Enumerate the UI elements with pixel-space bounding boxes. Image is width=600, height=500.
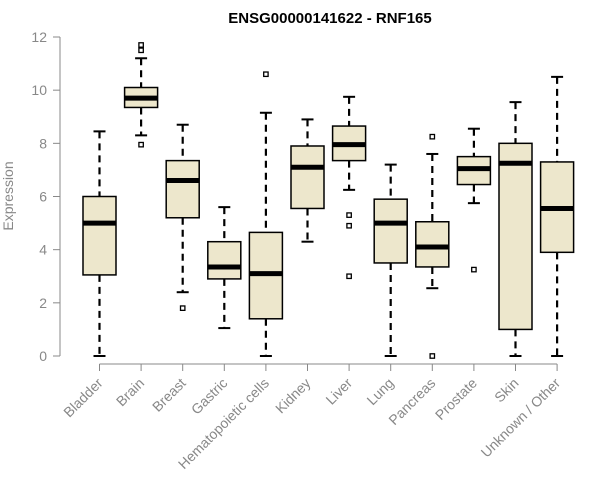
iqr-box bbox=[290, 145, 325, 210]
iqr-box bbox=[415, 221, 450, 268]
box-pancreas bbox=[415, 133, 450, 359]
y-tick-label: 0 bbox=[39, 348, 47, 364]
chart-title: ENSG00000141622 - RNF165 bbox=[228, 10, 431, 27]
x-tick-label: Kidney bbox=[272, 375, 314, 417]
x-tick-label: Liver bbox=[322, 375, 355, 408]
box-prostate bbox=[456, 127, 492, 273]
outlier-point bbox=[179, 305, 186, 312]
box-gastric bbox=[207, 206, 242, 330]
y-axis: 0 2 4 6 8 10 12 bbox=[31, 29, 61, 364]
boxes-group bbox=[82, 42, 575, 359]
x-tick-label: Skin bbox=[491, 375, 522, 406]
iqr-box bbox=[165, 159, 200, 219]
y-tick-label: 6 bbox=[39, 189, 47, 205]
box-unknown-other bbox=[539, 75, 575, 357]
x-tick-label: Bladder bbox=[60, 375, 106, 421]
box-brain bbox=[123, 42, 159, 148]
x-tick-label: Breast bbox=[149, 375, 189, 415]
box-kidney bbox=[290, 118, 325, 243]
y-tick-label: 8 bbox=[39, 135, 47, 151]
y-tick-label: 12 bbox=[31, 29, 47, 45]
outlier-point bbox=[429, 133, 436, 140]
y-tick-label: 2 bbox=[39, 295, 47, 311]
outlier-point bbox=[138, 141, 144, 148]
outlier-point bbox=[429, 353, 436, 359]
x-tick-label: Prostate bbox=[432, 375, 480, 423]
x-tick-label: Unknown / Other bbox=[478, 375, 564, 461]
box-hematopoietic-cells bbox=[248, 71, 284, 357]
outlier-point bbox=[346, 273, 352, 280]
iqr-box bbox=[498, 142, 533, 331]
x-tick-label: Brain bbox=[113, 375, 147, 409]
outlier-point bbox=[346, 222, 352, 229]
box-bladder bbox=[82, 130, 117, 357]
y-tick-label: 10 bbox=[31, 82, 47, 98]
outlier-point bbox=[138, 47, 144, 54]
outlier-point bbox=[263, 71, 269, 78]
outlier-point bbox=[346, 212, 352, 218]
box-breast bbox=[165, 123, 200, 312]
outlier-point bbox=[471, 266, 477, 273]
box-lung bbox=[373, 163, 408, 357]
box-skin bbox=[498, 101, 533, 357]
iqr-box bbox=[373, 198, 408, 264]
y-tick-label: 4 bbox=[39, 242, 47, 258]
x-tick-label: Lung bbox=[363, 375, 396, 408]
box-liver bbox=[331, 95, 367, 280]
outlier-point bbox=[138, 42, 144, 48]
y-axis-label: Expression bbox=[0, 161, 16, 230]
iqr-box bbox=[82, 195, 117, 276]
iqr-box bbox=[207, 240, 242, 280]
